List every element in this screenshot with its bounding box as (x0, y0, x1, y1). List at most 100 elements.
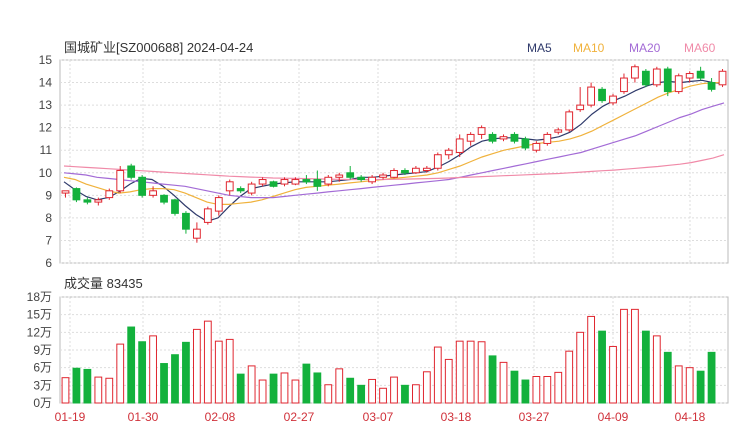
volume-tick-label: 3万 (33, 378, 52, 392)
volume-bar-down (269, 373, 278, 404)
candle-up (422, 167, 431, 172)
candle-down (663, 68, 672, 93)
candle-down (182, 212, 190, 230)
volume-bar-up (214, 340, 223, 404)
candle-down (401, 170, 409, 174)
candle-up (379, 174, 387, 178)
candle-up (203, 208, 212, 223)
candle-up (609, 95, 617, 104)
volume-bar-up (543, 376, 552, 404)
candle-up (532, 142, 541, 151)
volume-bar-down (521, 379, 530, 404)
x-tick-label: 03-18 (441, 410, 472, 424)
candle-up (94, 199, 103, 203)
volume-bar-up (94, 376, 103, 404)
volume-bar-up (565, 350, 574, 404)
candle-up (444, 149, 453, 156)
candle-up (652, 68, 661, 86)
volume-tick-label: 6万 (33, 361, 52, 375)
legend-ma60: MA60 (684, 41, 716, 55)
candle-up (499, 136, 508, 140)
candle-down (313, 179, 322, 187)
volume-bar-down (313, 372, 322, 404)
volume-bar-up (203, 320, 212, 404)
candle-up (718, 70, 727, 86)
candle-up (247, 183, 256, 194)
price-tick-label: 12 (39, 121, 53, 135)
volume-bar-down (598, 330, 606, 404)
candle-down (641, 70, 650, 86)
volume-tick-label: 9万 (33, 343, 52, 357)
volume-bar-down (160, 363, 168, 404)
candle-up (565, 111, 574, 131)
candle-up (466, 133, 475, 142)
candle-down (521, 138, 530, 149)
volume-bar-up (631, 308, 639, 404)
volume-bar-down (357, 384, 366, 404)
price-tick-label: 9 (45, 188, 52, 202)
volume-bar-down (641, 330, 650, 404)
x-tick-label: 02-27 (284, 410, 315, 424)
candle-down (357, 176, 366, 181)
volume-tick-label: 12万 (27, 325, 52, 339)
ma-line-ma60 (63, 154, 725, 181)
volume-bar-up (674, 365, 683, 404)
candle-up (587, 86, 596, 106)
volume-bar-up (422, 371, 431, 404)
price-tick-label: 10 (39, 166, 53, 180)
candle-up (61, 190, 70, 194)
candle-up (455, 138, 464, 153)
volume-bar-up (291, 379, 300, 404)
volume-bar-up (368, 378, 376, 404)
candle-up (631, 66, 639, 79)
candle-up (685, 73, 694, 79)
candle-down (488, 133, 497, 142)
candle-up (554, 129, 563, 133)
price-tick-label: 15 (39, 53, 53, 67)
volume-bar-up (455, 340, 464, 404)
candles (61, 64, 727, 243)
volume-tick-label: 15万 (27, 308, 52, 322)
candle-down (510, 133, 519, 142)
volume-bar-down (346, 377, 355, 404)
volume-bar-up (685, 367, 694, 404)
volume-bar-up (225, 338, 234, 404)
candle-up (620, 77, 628, 93)
candle-down (160, 194, 168, 203)
candle-down (127, 165, 136, 178)
volume-bar-up (587, 315, 596, 404)
candle-up (192, 228, 201, 239)
volume-bar-up (433, 346, 442, 404)
candle-up (324, 176, 333, 185)
candle-up (477, 127, 486, 135)
candle-down (696, 70, 705, 79)
candle-up (433, 154, 442, 169)
volume-bar-up (379, 387, 387, 404)
volume-bar-up (324, 384, 333, 404)
volume-bar-up (609, 345, 617, 404)
volume-bar-up (554, 371, 563, 404)
candle-down (171, 199, 179, 214)
price-tick-label: 8 (45, 211, 52, 225)
volume-bar-up (576, 331, 585, 404)
ma-line-ma20 (63, 102, 725, 199)
candle-up (368, 176, 376, 183)
volume-bar-up (192, 328, 201, 404)
candle-up (390, 170, 398, 178)
volume-bar-up (532, 376, 541, 404)
price-tick-label: 11 (40, 143, 53, 157)
volume-bar-down (707, 351, 716, 404)
volume-bar-up (499, 361, 508, 404)
candle-up (116, 170, 125, 192)
volume-bar-up (620, 308, 628, 404)
candle-down (72, 188, 81, 201)
volume-bar-down (488, 355, 497, 404)
candle-up (674, 75, 683, 93)
volume-bar-down (236, 373, 245, 404)
volume-tick-label: 18万 (27, 290, 52, 304)
volume-bar-down (127, 326, 136, 404)
candle-down (598, 88, 606, 102)
volume-bar-down (510, 370, 519, 404)
